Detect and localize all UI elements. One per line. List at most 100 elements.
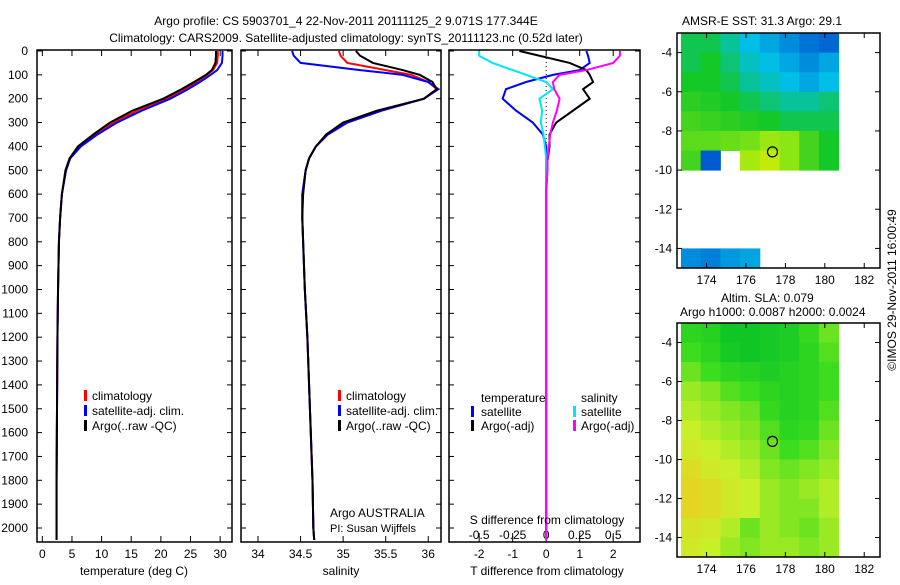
x-tick-label: -1 <box>507 547 518 561</box>
map-cell <box>740 342 761 363</box>
depth-tick-label: 1700 <box>1 449 28 463</box>
argo-position-marker <box>766 435 779 447</box>
map-cell <box>759 323 780 343</box>
map-cell <box>700 91 721 112</box>
map-cell <box>720 52 741 73</box>
map-cell <box>779 518 800 538</box>
lat-tick-label: -6 <box>661 85 672 99</box>
map-cell <box>680 52 702 73</box>
series-line-argo-raw-qc- <box>301 50 439 540</box>
depth-tick-label: 500 <box>8 163 28 177</box>
map-cell <box>818 537 840 558</box>
map-frame <box>676 32 881 269</box>
series-line-climatology <box>301 50 439 540</box>
depth-tick-label: 1600 <box>1 426 28 440</box>
figure-title-line1: Argo profile: CS 5903701_4 22-Nov-2011 2… <box>154 14 537 28</box>
map-cell <box>720 130 741 151</box>
map-cell <box>799 130 820 151</box>
x-tick-label: 1 <box>576 547 583 561</box>
map-cell <box>740 381 761 402</box>
legend-swatch-argo <box>84 420 87 431</box>
map-cell <box>799 479 820 499</box>
depth-tick-label: 300 <box>8 116 28 130</box>
map-cell <box>680 248 702 269</box>
t-difference-xlabel: T difference from climatology <box>470 564 624 578</box>
s-difference-xlabel: S difference from climatology <box>470 513 625 527</box>
map-cell <box>740 52 761 73</box>
sla-map-title-line2: Argo h1000: 0.0087 h2000: 0.0024 <box>680 305 866 319</box>
map-cell <box>799 440 820 460</box>
map-cell <box>680 33 702 54</box>
legend-swatch-t-argo <box>471 420 474 431</box>
map-cell <box>740 33 761 54</box>
legend-label: satellite <box>481 405 522 419</box>
map-cell <box>779 91 800 112</box>
lon-tick-label: 176 <box>736 273 756 287</box>
map-cell <box>740 72 761 93</box>
map-cell <box>818 91 840 112</box>
map-cell <box>680 479 702 499</box>
s-tick-label: -0.5 <box>469 528 490 542</box>
map-cell <box>740 537 761 558</box>
map-cell <box>818 111 840 132</box>
depth-tick-label: 1200 <box>1 330 28 344</box>
series-line-climatology <box>55 51 219 540</box>
series-line-satellite-adj-clim- <box>291 50 441 540</box>
map-cell <box>680 459 702 480</box>
pi-name-label: PI: Susan Wijffels <box>330 523 416 535</box>
map-cell <box>680 518 702 538</box>
map-cell <box>720 91 741 112</box>
depth-tick-label: 900 <box>8 259 28 273</box>
map-cell <box>818 150 840 171</box>
map-cell <box>799 537 820 558</box>
map-cell <box>779 401 800 421</box>
map-cell <box>720 33 741 54</box>
series-line-satellite-adj-clim- <box>55 51 224 540</box>
legend-label: Argo(..raw -QC) <box>92 419 177 433</box>
x-tick-label: 15 <box>125 547 139 561</box>
map-cell <box>680 362 702 382</box>
map-cell <box>759 498 780 519</box>
map-cell <box>740 130 761 151</box>
map-cell <box>779 537 800 558</box>
depth-tick-label: 1100 <box>2 306 28 320</box>
map-cell <box>799 323 820 343</box>
map-cell <box>700 130 721 151</box>
lat-tick-label: -8 <box>661 124 672 138</box>
lon-tick-label: 180 <box>815 562 835 576</box>
map-cell <box>680 440 702 460</box>
map-cell <box>700 518 721 538</box>
map-cell <box>799 459 820 480</box>
map-cell <box>779 498 800 519</box>
x-tick-label: 36 <box>422 547 436 561</box>
map-cell <box>700 459 721 480</box>
map-cell <box>700 381 721 402</box>
map-cell <box>740 362 761 382</box>
map-cell <box>818 52 840 73</box>
x-tick-label: -2 <box>474 547 485 561</box>
map-cell <box>818 498 840 519</box>
map-cell <box>799 52 820 73</box>
plot-frame <box>240 49 442 543</box>
legend-swatch-t-satellite <box>471 406 474 417</box>
depth-tick-label: 1500 <box>1 402 28 416</box>
depth-tick-label: 600 <box>8 187 28 201</box>
plot-frame <box>448 49 641 543</box>
sst-map-panel: 174 176 178 180 182 -4 -6 -8 -10 -12 -14 <box>655 32 881 287</box>
map-cell <box>779 342 800 363</box>
x-tick-label: 10 <box>95 547 109 561</box>
x-tick-label: 25 <box>184 547 198 561</box>
temperature-panel: 0100200300400500600700800900100011001200… <box>1 44 233 561</box>
map-cell <box>700 342 721 363</box>
map-cell <box>720 72 741 93</box>
legend-label: Argo(-adj) <box>481 419 534 433</box>
argo-position-marker <box>766 146 779 158</box>
lat-tick-label: -6 <box>661 375 672 389</box>
legend-label: satellite-adj. clim. <box>346 404 438 418</box>
map-cell <box>818 362 840 382</box>
map-cell <box>818 479 840 499</box>
x-tick-label: 0 <box>543 547 550 561</box>
map-cell <box>720 459 741 480</box>
x-tick-label: 20 <box>154 547 168 561</box>
legend-label: climatology <box>92 389 152 403</box>
